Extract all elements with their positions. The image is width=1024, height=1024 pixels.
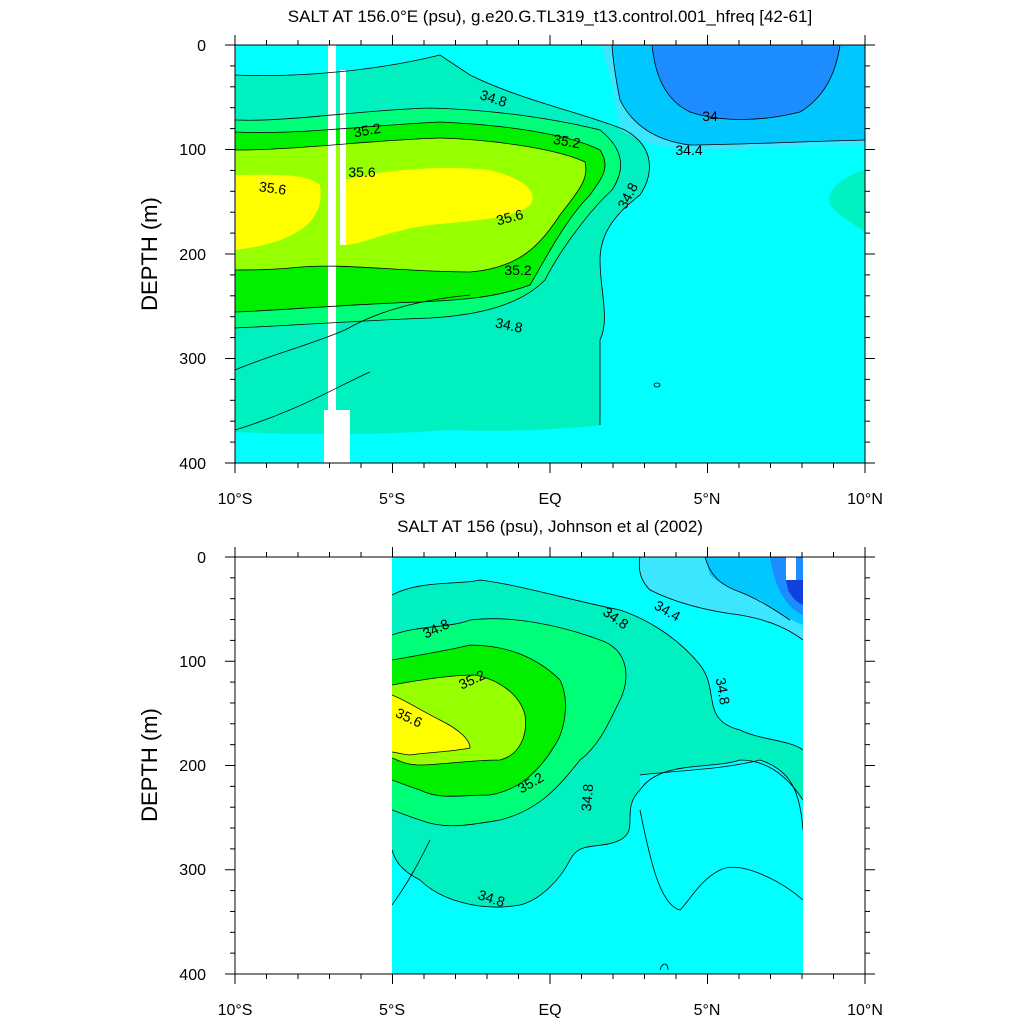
top-band-right-blob [829, 170, 865, 232]
bottom-y-tick-400: 400 [179, 967, 206, 984]
top-y-tick-200: 200 [179, 247, 206, 264]
bottom-x-tick-5n: 5°N [694, 1002, 721, 1019]
top-x-tick-eq: EQ [538, 491, 561, 508]
top-axis-ticks [225, 35, 875, 473]
bottom-x-tick-10n: 10°N [847, 1002, 883, 1019]
bottom-y-tick-labels: 0 100 200 300 400 [179, 550, 206, 984]
top-contour-label: 35.2 [504, 262, 531, 278]
bottom-gap [786, 557, 796, 580]
bottom-panel: SALT AT 156 (psu), Johnson et al (2002) … [137, 517, 883, 1019]
top-contour-lines [235, 45, 865, 431]
top-contour-label: 34 [702, 108, 718, 124]
top-gap-1 [328, 45, 336, 463]
top-y-tick-labels: 0 100 200 300 400 [179, 38, 206, 473]
top-y-tick-0: 0 [197, 38, 206, 55]
top-x-tick-5s: 5°S [379, 491, 405, 508]
bottom-y-axis-title: DEPTH (m) [137, 708, 162, 822]
bottom-y-tick-0: 0 [197, 550, 206, 567]
top-gap-4 [324, 410, 328, 463]
top-band-gt358 [235, 168, 533, 250]
top-panel: SALT AT 156.0°E (psu), g.e20.G.TL319_t13… [137, 7, 883, 508]
bottom-contour-lines [392, 557, 803, 971]
bottom-contour-label: 34.8 [713, 676, 734, 706]
bottom-y-tick-300: 300 [179, 862, 206, 879]
bottom-chart-title: SALT AT 156 (psu), Johnson et al (2002) [397, 517, 703, 536]
top-x-tick-10n: 10°N [847, 491, 883, 508]
top-x-tick-labels: 10°S 5°S EQ 5°N 10°N [218, 491, 883, 508]
bottom-x-tick-10s: 10°S [218, 1002, 253, 1019]
bottom-y-tick-100: 100 [179, 654, 206, 671]
bottom-band-deep-blue [786, 580, 803, 605]
top-gap-3 [336, 410, 350, 463]
top-y-axis-title: DEPTH (m) [137, 197, 162, 311]
top-y-tick-300: 300 [179, 351, 206, 368]
top-contour-labels: 34.8 35.2 35.6 35.6 35.2 35.6 35.2 34.8 … [258, 86, 718, 335]
bottom-band-deep-low [640, 760, 803, 910]
top-contour-label: 35.6 [348, 164, 375, 180]
top-contour-label: 34.4 [675, 142, 702, 158]
top-contour-label: 35.6 [494, 206, 525, 229]
bottom-y-tick-200: 200 [179, 758, 206, 775]
bottom-contour-fill [392, 557, 803, 974]
top-contour-label: 34.8 [494, 314, 524, 335]
top-x-tick-10s: 10°S [218, 491, 253, 508]
top-contour-label: 35.6 [258, 178, 287, 198]
top-gap-2 [340, 70, 346, 245]
top-y-tick-100: 100 [179, 142, 206, 159]
top-chart-title: SALT AT 156.0°E (psu), g.e20.G.TL319_t13… [288, 7, 812, 26]
bottom-x-tick-eq: EQ [538, 1002, 561, 1019]
bottom-contour-label: 34.8 [578, 783, 596, 812]
top-contour-label: 35.2 [552, 131, 582, 152]
bottom-x-tick-5s: 5°S [379, 1002, 405, 1019]
bottom-band-gt358 [392, 695, 470, 755]
top-contour-fill [235, 45, 865, 463]
top-band-lt34 [652, 45, 840, 120]
top-y-tick-400: 400 [179, 456, 206, 473]
bottom-axis-ticks [225, 547, 875, 984]
top-x-tick-5n: 5°N [694, 491, 721, 508]
top-contour-label: 35.2 [352, 120, 382, 141]
bottom-x-tick-labels: 10°S 5°S EQ 5°N 10°N [218, 1002, 883, 1019]
